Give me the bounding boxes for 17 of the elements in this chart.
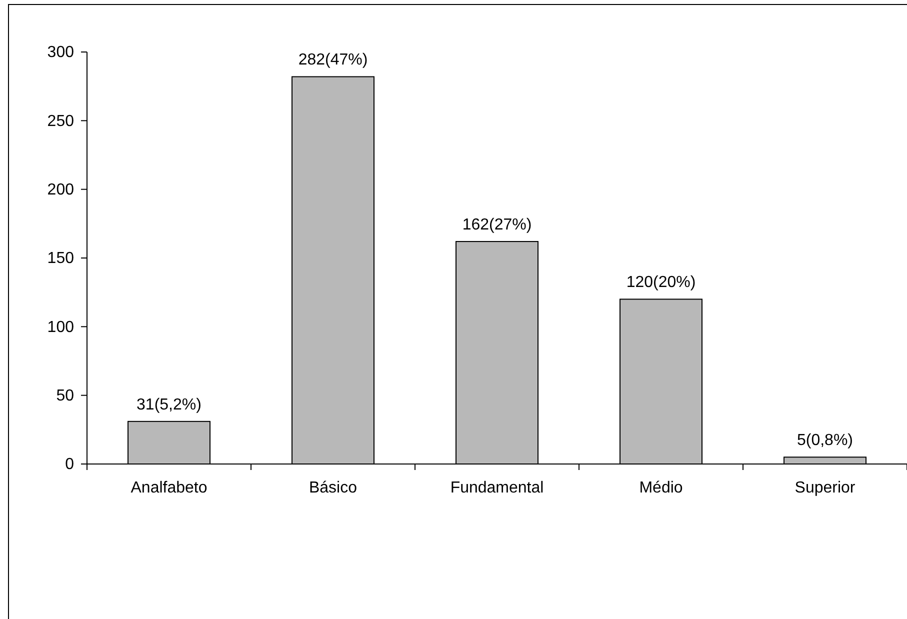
x-tick-label: Fundamental — [450, 480, 544, 497]
x-tick-label: Analfabeto — [130, 480, 208, 497]
y-tick-label: 0 — [65, 456, 74, 474]
data-label: 162(27%) — [462, 216, 532, 234]
data-label: 5(0,8%) — [796, 432, 854, 450]
y-tick-label: 150 — [47, 250, 74, 268]
y-tick-label: 200 — [47, 181, 74, 198]
data-label: 120(20%) — [626, 274, 696, 292]
y-tick-label: 300 — [47, 44, 74, 62]
y-tick-label: 50 — [56, 387, 74, 404]
data-label: 31(5,2%) — [136, 396, 202, 414]
y-tick-label: 100 — [47, 318, 74, 336]
x-tick-label: Superior — [794, 480, 856, 497]
data-label: 282(47%) — [298, 52, 368, 69]
x-tick-label: Básico — [308, 480, 358, 497]
y-tick-label: 250 — [47, 112, 74, 130]
x-tick-label: Médio — [639, 480, 683, 497]
